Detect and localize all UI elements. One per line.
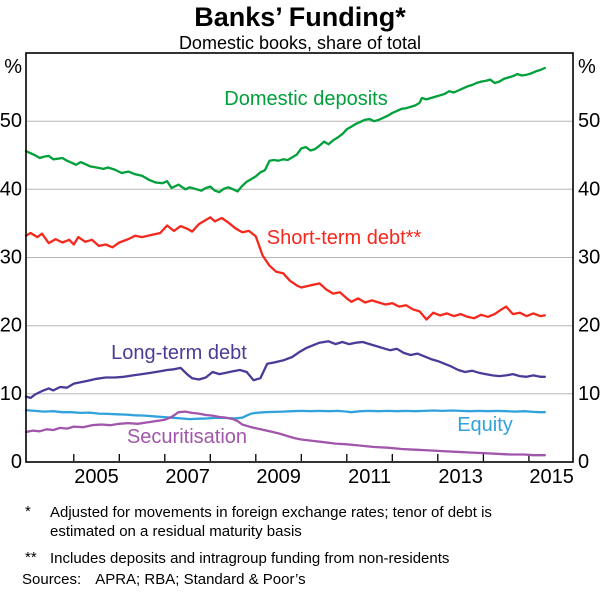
y-axis-label-left-20: 20 bbox=[0, 315, 22, 337]
series-line-domestic-deposits bbox=[24, 66, 546, 194]
y-axis-label-left-0: 0 bbox=[11, 451, 22, 473]
x-axis-label-2009: 2009 bbox=[256, 466, 301, 488]
unit-label-right: % bbox=[578, 56, 596, 78]
x-axis-label-2011: 2011 bbox=[348, 466, 391, 488]
footnote-1-text: Adjusted for movements in foreign exchan… bbox=[50, 504, 492, 540]
series-label-securitisation: Securitisation bbox=[127, 426, 247, 448]
x-axis-label-2015: 2015 bbox=[529, 466, 574, 488]
y-axis-label-left-50: 50 bbox=[0, 110, 22, 132]
series-line-equity bbox=[24, 409, 546, 421]
chart-title: Banks’ Funding* bbox=[194, 2, 406, 32]
series-line-short-term-debt bbox=[24, 216, 546, 321]
y-axis-label-right-40: 40 bbox=[578, 178, 600, 200]
y-axis-label-right-50: 50 bbox=[578, 110, 600, 132]
series-label-equity: Equity bbox=[457, 414, 513, 436]
y-axis-label-left-30: 30 bbox=[0, 247, 22, 269]
sources-label: Sources: bbox=[22, 571, 82, 588]
unit-label-left: % bbox=[4, 56, 22, 78]
footnote-2-marker: ** bbox=[25, 549, 37, 566]
series-line-long-term-debt bbox=[24, 340, 546, 400]
sources-line: Sources: APRA; RBA; Standard & Poor’s bbox=[22, 571, 306, 588]
series-label-short-term-debt: Short-term debt** bbox=[267, 227, 422, 249]
y-axis-label-left-40: 40 bbox=[0, 178, 22, 200]
plot-border bbox=[25, 52, 574, 463]
chart-subtitle: Domestic books, share of total bbox=[178, 33, 422, 53]
series-label-domestic-deposits: Domestic deposits bbox=[224, 88, 387, 110]
banks-funding-chart: 0 0 10 10 20 20 30 30 40 40 50 50% % 2005 2007 2009 2011… bbox=[0, 52, 600, 488]
x-axis-label-2013: 2013 bbox=[438, 466, 483, 488]
y-axis-label-left-10: 10 bbox=[0, 383, 22, 405]
y-axis-label-right-20: 20 bbox=[578, 315, 600, 337]
footnote-2-text: Includes deposits and intragroup funding… bbox=[50, 550, 450, 567]
x-axis-label-2005: 2005 bbox=[74, 466, 119, 488]
series-line-securitisation bbox=[24, 410, 546, 457]
x-axis-label-2007: 2007 bbox=[165, 466, 210, 488]
y-axis-label-right-0: 0 bbox=[578, 451, 589, 473]
y-axis-label-right-30: 30 bbox=[578, 247, 600, 269]
footnote-1-marker: * bbox=[25, 503, 31, 520]
y-axis-label-right-10: 10 bbox=[578, 383, 600, 405]
series-label-long-term-debt: Long-term debt bbox=[111, 342, 247, 364]
sources-text: APRA; RBA; Standard & Poor’s bbox=[95, 571, 306, 588]
